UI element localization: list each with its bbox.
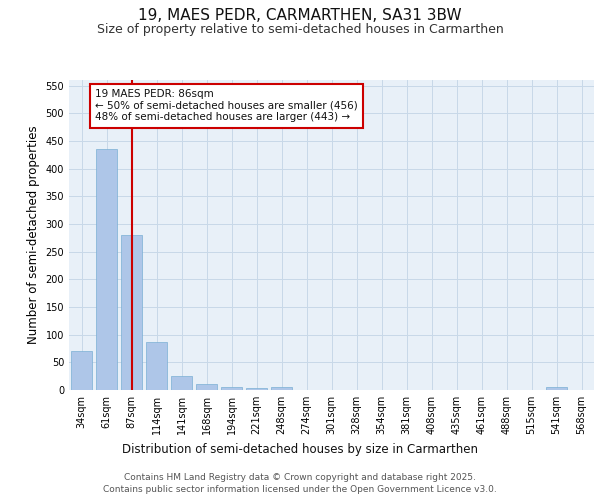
Text: Size of property relative to semi-detached houses in Carmarthen: Size of property relative to semi-detach… [97,22,503,36]
Bar [246,388,267,390]
Text: Distribution of semi-detached houses by size in Carmarthen: Distribution of semi-detached houses by … [122,442,478,456]
Bar [221,387,242,390]
Text: 19 MAES PEDR: 86sqm
← 50% of semi-detached houses are smaller (456)
48% of semi-: 19 MAES PEDR: 86sqm ← 50% of semi-detach… [95,90,358,122]
Bar [121,235,142,390]
Bar [196,384,217,390]
Bar [546,387,567,390]
Bar [271,386,292,390]
Text: Contains HM Land Registry data © Crown copyright and database right 2025.: Contains HM Land Registry data © Crown c… [124,472,476,482]
Bar [171,376,192,390]
Y-axis label: Number of semi-detached properties: Number of semi-detached properties [27,126,40,344]
Bar [71,351,92,390]
Bar [96,149,117,390]
Bar [146,342,167,390]
Text: 19, MAES PEDR, CARMARTHEN, SA31 3BW: 19, MAES PEDR, CARMARTHEN, SA31 3BW [138,8,462,22]
Text: Contains public sector information licensed under the Open Government Licence v3: Contains public sector information licen… [103,485,497,494]
